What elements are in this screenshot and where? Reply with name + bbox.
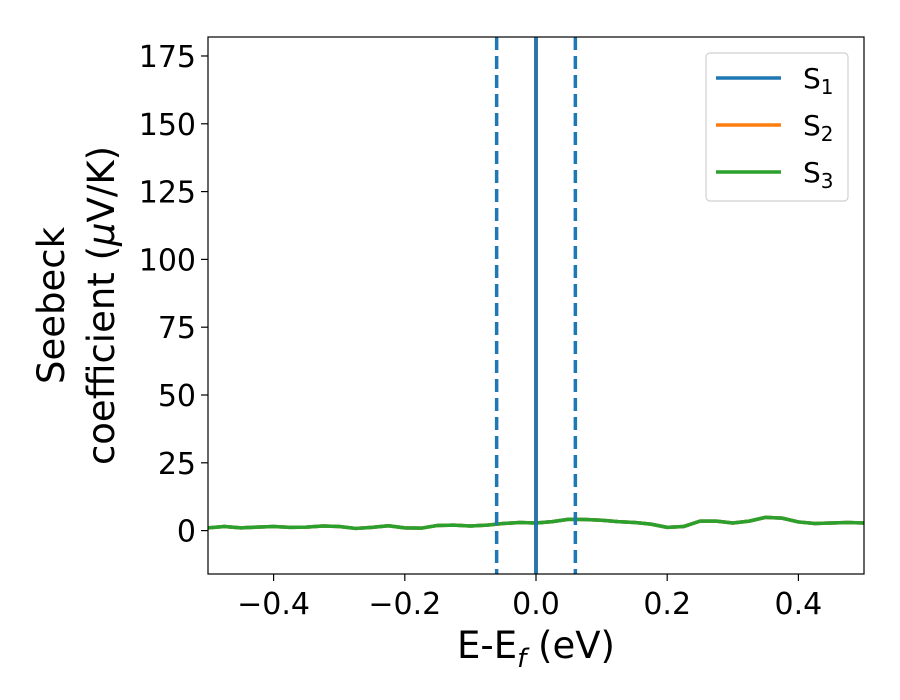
x-axis-label-main: E-E <box>457 624 517 667</box>
x-axis: −0.4 −0.2 0.0 0.2 0.4 <box>237 574 822 622</box>
y-axis-label-line2-b: V/K) <box>80 146 123 222</box>
legend: S1 S2 S3 <box>705 52 849 202</box>
y-tick-label: 0 <box>177 515 196 550</box>
y-tick-label: 100 <box>139 243 196 278</box>
y-tick-label: 25 <box>158 447 196 482</box>
y-axis-label-line2: coefficient (μV/K) <box>80 146 123 465</box>
y-tick-label: 175 <box>139 40 196 75</box>
legend-box <box>705 52 849 202</box>
legend-label-s2: S2 <box>803 109 834 146</box>
y-tick-label: 150 <box>139 108 196 143</box>
legend-label-s3: S3 <box>803 156 834 193</box>
x-tick-label: −0.2 <box>368 587 441 622</box>
y-tick-label: 75 <box>158 311 196 346</box>
y-axis-label-mu: μ <box>80 222 123 247</box>
y-axis-label: Seebeck coefficient (μV/K) <box>30 146 123 465</box>
x-axis-label-rest: (eV) <box>526 624 615 667</box>
y-tick-label: 125 <box>139 176 196 211</box>
x-tick-label: 0.2 <box>643 587 691 622</box>
x-tick-label: 0.0 <box>512 587 560 622</box>
y-tick-label: 50 <box>158 379 196 414</box>
y-axis: 0 25 50 75 100 125 150 175 <box>139 40 208 550</box>
x-tick-label: −0.4 <box>237 587 310 622</box>
x-axis-label: E-Ef (eV) <box>457 624 615 674</box>
x-tick-label: 0.4 <box>775 587 823 622</box>
legend-label-s1: S1 <box>803 62 834 99</box>
plot-area <box>208 37 864 574</box>
y-axis-label-line1: Seebeck <box>30 226 73 384</box>
y-axis-label-line2-a: coefficient ( <box>80 246 123 465</box>
